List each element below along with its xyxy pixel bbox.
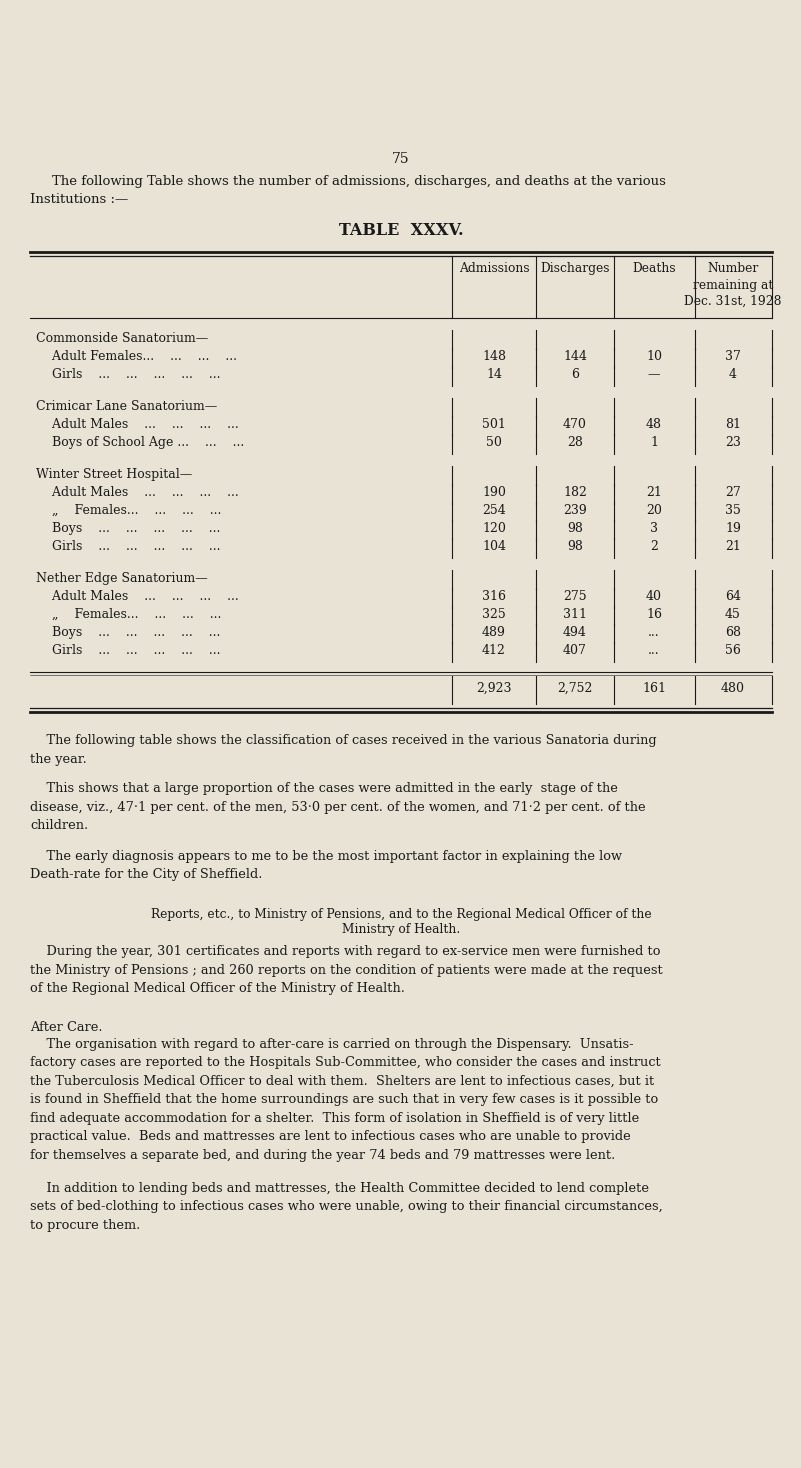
Text: 37: 37 [725,349,741,363]
Text: 68: 68 [725,625,741,639]
Text: Adult Males    ...    ...    ...    ...: Adult Males ... ... ... ... [36,590,239,603]
Text: 254: 254 [482,504,506,517]
Text: 75: 75 [392,153,410,166]
Text: 64: 64 [725,590,741,603]
Text: 81: 81 [725,418,741,432]
Text: Institutions :—: Institutions :— [30,192,128,206]
Text: Crimicar Lane Sanatorium—: Crimicar Lane Sanatorium— [36,399,217,413]
Text: Commonside Sanatorium—: Commonside Sanatorium— [36,332,208,345]
Text: Boys of School Age ...    ...    ...: Boys of School Age ... ... ... [36,436,244,449]
Text: ...: ... [648,625,660,639]
Text: 501: 501 [482,418,506,432]
Text: 239: 239 [563,504,587,517]
Text: Girls    ...    ...    ...    ...    ...: Girls ... ... ... ... ... [36,368,220,382]
Text: 35: 35 [725,504,741,517]
Text: Discharges: Discharges [540,261,610,275]
Text: 2: 2 [650,540,658,553]
Text: Admissions: Admissions [459,261,529,275]
Text: Nether Edge Sanatorium—: Nether Edge Sanatorium— [36,573,207,586]
Text: Boys    ...    ...    ...    ...    ...: Boys ... ... ... ... ... [36,625,220,639]
Text: ...: ... [648,644,660,658]
Text: 19: 19 [725,523,741,534]
Text: 4: 4 [729,368,737,382]
Text: 190: 190 [482,486,506,499]
Text: 20: 20 [646,504,662,517]
Text: 10: 10 [646,349,662,363]
Text: Adult Males    ...    ...    ...    ...: Adult Males ... ... ... ... [36,418,239,432]
Text: 120: 120 [482,523,506,534]
Text: Girls    ...    ...    ...    ...    ...: Girls ... ... ... ... ... [36,644,220,658]
Text: 470: 470 [563,418,587,432]
Text: 182: 182 [563,486,587,499]
Text: The early diagnosis appears to me to be the most important factor in explaining : The early diagnosis appears to me to be … [30,850,622,881]
Text: Adult Females...    ...    ...    ...: Adult Females... ... ... ... [36,349,237,363]
Text: Number
remaining at
Dec. 31st, 1928: Number remaining at Dec. 31st, 1928 [684,261,782,308]
Text: 16: 16 [646,608,662,621]
Text: After Care.: After Care. [30,1020,103,1033]
Text: Ministry of Health.: Ministry of Health. [342,923,460,937]
Text: Reports, etc., to Ministry of Pensions, and to the Regional Medical Officer of t: Reports, etc., to Ministry of Pensions, … [151,909,651,922]
Text: During the year, 301 certificates and reports with regard to ex-service men were: During the year, 301 certificates and re… [30,945,662,995]
Text: 480: 480 [721,683,745,694]
Text: 148: 148 [482,349,506,363]
Text: Winter Street Hospital—: Winter Street Hospital— [36,468,192,482]
Text: 275: 275 [563,590,587,603]
Text: —: — [648,368,660,382]
Text: In addition to lending beds and mattresses, the Health Committee decided to lend: In addition to lending beds and mattress… [30,1182,662,1232]
Text: 2,923: 2,923 [477,683,512,694]
Text: Girls    ...    ...    ...    ...    ...: Girls ... ... ... ... ... [36,540,220,553]
Text: TABLE  XXXV.: TABLE XXXV. [339,222,463,239]
Text: „    Females...    ...    ...    ...: „ Females... ... ... ... [36,504,221,517]
Text: The following table shows the classification of cases received in the various Sa: The following table shows the classifica… [30,734,657,765]
Text: „    Females...    ...    ...    ...: „ Females... ... ... ... [36,608,221,621]
Text: 45: 45 [725,608,741,621]
Text: 50: 50 [486,436,502,449]
Text: 161: 161 [642,683,666,694]
Text: 98: 98 [567,540,583,553]
Text: 104: 104 [482,540,506,553]
Text: 325: 325 [482,608,506,621]
Text: 407: 407 [563,644,587,658]
Text: 98: 98 [567,523,583,534]
Text: 56: 56 [725,644,741,658]
Text: 494: 494 [563,625,587,639]
Text: 6: 6 [571,368,579,382]
Text: 21: 21 [646,486,662,499]
Text: 2,752: 2,752 [557,683,593,694]
Text: 316: 316 [482,590,506,603]
Text: 28: 28 [567,436,583,449]
Text: 412: 412 [482,644,506,658]
Text: 144: 144 [563,349,587,363]
Text: 23: 23 [725,436,741,449]
Text: 27: 27 [725,486,741,499]
Text: 21: 21 [725,540,741,553]
Text: The following Table shows the number of admissions, discharges, and deaths at th: The following Table shows the number of … [52,175,666,188]
Text: 3: 3 [650,523,658,534]
Text: 48: 48 [646,418,662,432]
Text: Deaths: Deaths [632,261,676,275]
Text: This shows that a large proportion of the cases were admitted in the early  stag: This shows that a large proportion of th… [30,782,646,832]
Text: Adult Males    ...    ...    ...    ...: Adult Males ... ... ... ... [36,486,239,499]
Text: Boys    ...    ...    ...    ...    ...: Boys ... ... ... ... ... [36,523,220,534]
Text: 40: 40 [646,590,662,603]
Text: 311: 311 [563,608,587,621]
Text: 489: 489 [482,625,506,639]
Text: The organisation with regard to after-care is carried on through the Dispensary.: The organisation with regard to after-ca… [30,1038,661,1161]
Text: 14: 14 [486,368,502,382]
Text: 1: 1 [650,436,658,449]
